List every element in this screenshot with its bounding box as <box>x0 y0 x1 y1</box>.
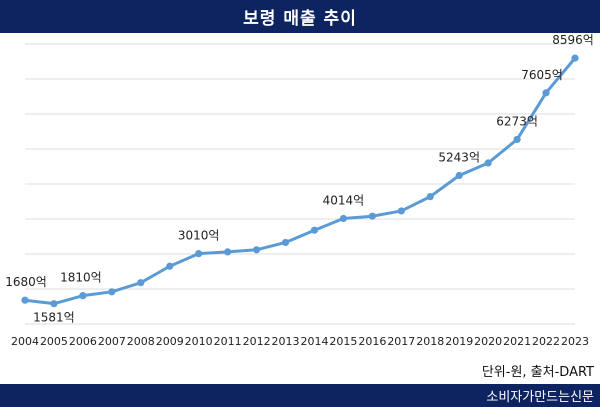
x-tick-label: 2004 <box>11 335 39 348</box>
x-tick-label: 2011 <box>214 335 242 348</box>
x-tick-label: 2017 <box>387 335 415 348</box>
x-tick-label: 2015 <box>329 335 357 348</box>
data-label: 8596억 <box>552 33 594 47</box>
data-point <box>484 159 492 167</box>
data-point <box>310 226 319 234</box>
x-tick-label: 2023 <box>561 335 589 348</box>
data-point <box>542 89 550 97</box>
x-tick-label: 2005 <box>40 335 68 348</box>
data-point <box>195 250 203 258</box>
data-point <box>339 214 348 223</box>
x-tick-label: 2009 <box>156 335 184 348</box>
x-tick-label: 2020 <box>474 335 502 348</box>
data-point <box>50 300 58 308</box>
data-label: 6273억 <box>496 114 538 128</box>
data-point <box>426 193 434 201</box>
data-label: 1810억 <box>60 271 102 285</box>
data-label: 1581억 <box>33 311 75 325</box>
data-point <box>224 248 232 256</box>
x-tick-label: 2012 <box>243 335 271 348</box>
x-tick-label: 2008 <box>127 335 155 348</box>
data-point <box>108 288 116 296</box>
data-point <box>455 171 463 180</box>
data-point <box>397 207 405 215</box>
x-tick-label: 2021 <box>503 335 531 348</box>
data-point <box>571 54 579 62</box>
line-chart: 2004 2005 2006 2007 2008 2009 2010 2011 2012 2013… <box>5 33 594 348</box>
data-label: 7605억 <box>521 68 563 82</box>
x-tick-label: 2022 <box>532 335 560 348</box>
x-tick-label: 2019 <box>445 335 473 348</box>
x-tick-label: 2014 <box>300 335 328 348</box>
x-tick-label: 2007 <box>98 335 126 348</box>
data-point <box>281 238 290 247</box>
chart-title-bar: 보령 매출 추이 <box>0 0 600 33</box>
x-tick-label: 2016 <box>358 335 386 348</box>
publisher-name: 소비자가만드는신문 <box>486 390 594 405</box>
publisher-footer: 소비자가만드는신문 <box>0 384 600 407</box>
data-point <box>252 246 261 254</box>
x-tick-label: 2010 <box>185 335 213 348</box>
data-point <box>79 292 87 300</box>
data-point <box>21 296 29 304</box>
chart-title: 보령 매출 추이 <box>243 9 357 29</box>
data-point <box>166 262 174 270</box>
source-note: 단위-원, 출처-DART <box>481 365 594 380</box>
data-label: 1680억 <box>5 275 47 289</box>
data-point <box>137 279 145 287</box>
x-tick-label: 2006 <box>69 335 97 348</box>
data-label: 5243억 <box>438 150 480 164</box>
x-tick-label: 2018 <box>416 335 444 348</box>
x-tick-label: 2013 <box>272 335 300 348</box>
data-point <box>368 212 376 220</box>
series-line <box>23 56 577 306</box>
data-point <box>513 135 521 144</box>
data-label: 4014억 <box>323 194 365 208</box>
data-label: 3010억 <box>178 229 220 243</box>
